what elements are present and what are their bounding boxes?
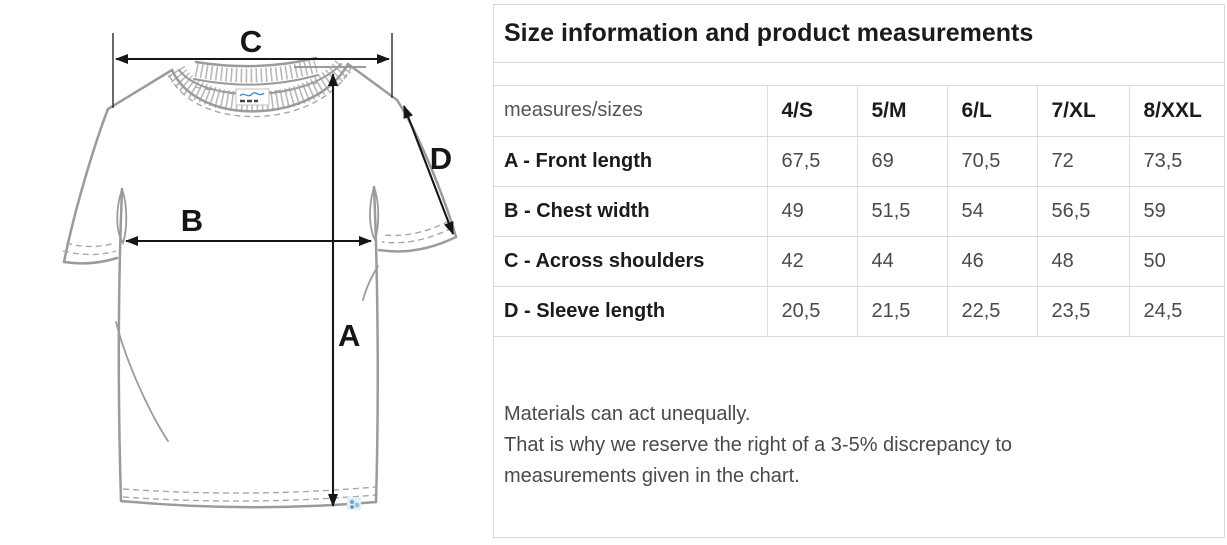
note-line: Materials can act unequally. <box>504 402 751 425</box>
cell-value: 70,5 <box>946 136 1037 187</box>
tshirt-diagram-svg: C B A D <box>62 24 458 510</box>
size-table: measures/sizes 4/S 5/M 6/L 7/XL 8/XXL A … <box>494 86 1224 337</box>
row-label: A - Front length <box>494 136 767 187</box>
cell-value: 73,5 <box>1128 136 1224 187</box>
size-info-panel: Size information and product measurement… <box>493 4 1225 538</box>
panel-spacer-row <box>494 63 1224 86</box>
row-label: D - Sleeve length <box>494 286 767 337</box>
header-size-8xxl: 8/XXL <box>1128 86 1224 137</box>
table-row-front-length: A - Front length 67,5 69 70,5 72 73,5 <box>494 136 1224 187</box>
extension-lines <box>112 33 393 108</box>
cell-value: 56,5 <box>1036 186 1129 237</box>
arrow-d <box>403 105 454 235</box>
header-size-6l: 6/L <box>946 86 1037 137</box>
row-label: C - Across shoulders <box>494 236 767 287</box>
panel-title: Size information and product measurement… <box>504 19 1034 47</box>
table-row-across-shoulders: C - Across shoulders 42 44 46 48 50 <box>494 236 1224 287</box>
cell-value: 49 <box>766 186 857 237</box>
cell-value: 51,5 <box>856 186 947 237</box>
cell-value: 69 <box>856 136 947 187</box>
label-d: D <box>430 141 452 176</box>
table-row-chest-width: B - Chest width 49 51,5 54 56,5 59 <box>494 186 1224 237</box>
stitch-lines <box>62 67 453 502</box>
cell-value: 48 <box>1036 236 1129 287</box>
label-b: B <box>181 203 203 238</box>
panel-title-row: Size information and product measurement… <box>494 5 1224 63</box>
note-line: That is why we reserve the right of a 3-… <box>504 433 1013 456</box>
measure-arrows <box>115 54 454 507</box>
cell-value: 54 <box>946 186 1037 237</box>
cell-value: 20,5 <box>766 286 857 337</box>
neck-label <box>235 88 270 106</box>
label-a: A <box>338 318 360 353</box>
size-table-header-row: measures/sizes 4/S 5/M 6/L 7/XL 8/XXL <box>494 86 1224 137</box>
header-size-7xl: 7/XL <box>1036 86 1129 137</box>
cell-value: 59 <box>1128 186 1224 237</box>
cell-value: 21,5 <box>856 286 947 337</box>
label-c: C <box>240 24 262 59</box>
cell-value: 22,5 <box>946 286 1037 337</box>
cell-value: 72 <box>1036 136 1129 187</box>
tshirt-outline <box>62 56 458 509</box>
row-label: B - Chest width <box>494 186 767 237</box>
hem-logo <box>347 497 361 510</box>
header-measures-sizes: measures/sizes <box>494 86 767 137</box>
header-size-5m: 5/M <box>856 86 947 137</box>
cell-value: 23,5 <box>1036 286 1129 337</box>
cell-value: 42 <box>766 236 857 287</box>
tshirt-measure-diagram: C B A D <box>0 0 493 545</box>
table-row-sleeve-length: D - Sleeve length 20,5 21,5 22,5 23,5 24… <box>494 286 1224 337</box>
header-size-4s: 4/S <box>766 86 857 137</box>
cell-value: 24,5 <box>1128 286 1224 337</box>
cell-value: 50 <box>1128 236 1224 287</box>
materials-note: Materials can act unequally. That is why… <box>494 399 1224 492</box>
note-line: measurements given in the chart. <box>504 464 800 487</box>
cell-value: 67,5 <box>766 136 857 187</box>
cell-value: 44 <box>856 236 947 287</box>
cell-value: 46 <box>946 236 1037 287</box>
